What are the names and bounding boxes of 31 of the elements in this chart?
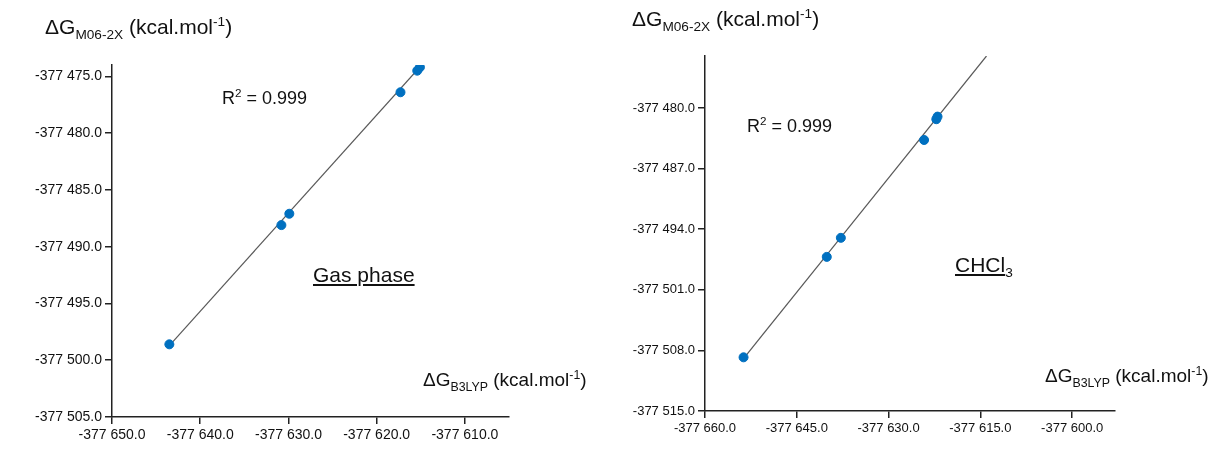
y-tick-label: -377 480.0 (632, 99, 695, 115)
x-tick-label: -377 600.0 (1041, 420, 1104, 436)
y-tick-label: -377 480.0 (35, 123, 103, 140)
y-tick-label: -377 487.0 (632, 160, 695, 176)
x-axis-title: ΔG$_{B3LYP}$ (kcal.mol$^{-1}$) (423, 368, 587, 395)
y-tick-label: -377 508.0 (632, 341, 695, 357)
annotation: CHCl$_{3}$ (955, 253, 1013, 281)
y-tick-label: -377 485.0 (35, 180, 103, 197)
y-tick-label: -377 475.0 (35, 67, 103, 84)
x-tick-label: -377 615.0 (949, 420, 1012, 436)
x-axis-title: ΔG$_{B3LYP}$ (kcal.mol$^{-1}$) (1045, 364, 1209, 391)
y-tick-label: -377 495.0 (35, 294, 103, 311)
y-axis-title: ΔG$_{M06-2X}$ (kcal.mol$^{-1}$) (45, 14, 233, 43)
x-tick-label: -377 630.0 (254, 426, 323, 443)
x-tick-label: -377 630.0 (857, 420, 920, 436)
annotation: R$^{2}$ = 0.999 (747, 114, 833, 137)
y-tick-label: -377 515.0 (632, 402, 695, 418)
y-tick-label: -377 500.0 (35, 351, 103, 368)
x-tick-label: -377 610.0 (431, 426, 499, 443)
x-tick-label: -377 650.0 (78, 426, 146, 443)
x-tick-label: -377 645.0 (765, 420, 828, 436)
x-tick-label: -377 640.0 (166, 426, 234, 443)
x-tick-label: -377 620.0 (343, 426, 411, 443)
annotation: Gas phase (313, 263, 415, 287)
y-tick-label: -377 505.0 (35, 407, 103, 424)
y-tick-label: -377 494.0 (632, 220, 695, 236)
y-tick-label: -377 501.0 (632, 281, 695, 297)
annotation: R$^{2}$ = 0.999 (222, 86, 308, 109)
y-axis-title: ΔG$_{M06-2X}$ (kcal.mol$^{-1}$) (632, 6, 820, 35)
x-tick-label: -377 660.0 (673, 420, 737, 436)
y-tick-label: -377 490.0 (35, 237, 103, 254)
